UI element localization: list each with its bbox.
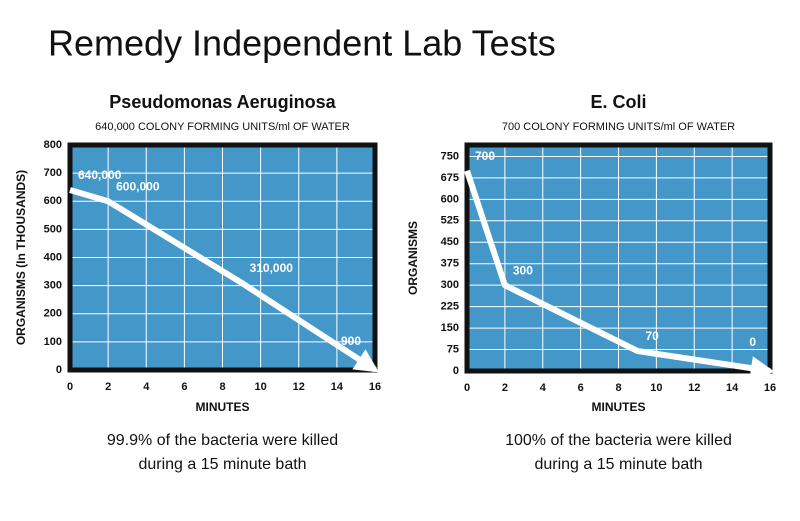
y-tick-label: 375 (441, 258, 459, 270)
y-axis-label: ORGANISMS (406, 221, 420, 295)
y-tick-label: 75 (447, 343, 459, 355)
y-tick-label: 200 (44, 308, 62, 320)
y-tick-label: 750 (441, 150, 459, 162)
y-tick-label: 300 (44, 280, 62, 292)
y-tick-label: 675 (441, 172, 459, 184)
chart-subtitle: 640,000 COLONY FORMING UNITS/ml OF WATER (95, 121, 350, 133)
x-tick-label: 8 (219, 381, 225, 393)
data-label: 900 (341, 334, 361, 348)
y-tick-label: 150 (441, 322, 459, 334)
y-tick-label: 225 (441, 301, 459, 313)
x-tick-label: 14 (331, 381, 344, 393)
y-tick-label: 600 (44, 195, 62, 207)
data-label: 640,000 (78, 168, 122, 182)
y-tick-label: 300 (441, 279, 459, 291)
x-tick-label: 2 (105, 381, 111, 393)
y-tick-label: 400 (44, 251, 62, 263)
y-tick-label: 700 (44, 167, 62, 179)
data-line (464, 169, 775, 380)
x-tick-label: 6 (578, 382, 584, 394)
x-axis-label: MINUTES (592, 400, 646, 414)
y-axis-label: ORGANISMS (In THOUSANDS) (14, 170, 28, 345)
data-label: 600,000 (116, 179, 160, 193)
x-tick-label: 4 (540, 382, 547, 394)
x-tick-label: 16 (764, 382, 776, 394)
slide-title: Remedy Independent Lab Tests (48, 23, 556, 64)
y-tick-label: 800 (44, 139, 62, 151)
x-tick-label: 8 (615, 382, 621, 394)
y-tick-label: 100 (44, 336, 62, 348)
y-tick-label: 525 (441, 215, 459, 227)
caption: during a 15 minute bath (138, 456, 306, 473)
x-tick-label: 12 (688, 382, 700, 394)
data-label: 70 (645, 329, 659, 343)
data-line (69, 187, 380, 373)
data-label: 700 (475, 149, 495, 163)
caption: 100% of the bacteria were killed (505, 432, 732, 449)
x-tick-label: 14 (726, 382, 739, 394)
caption: 99.9% of the bacteria were killed (107, 432, 338, 449)
chart-title: E. Coli (590, 92, 646, 112)
data-label: 300 (513, 263, 533, 277)
x-tick-label: 0 (464, 382, 470, 394)
x-tick-label: 6 (181, 381, 187, 393)
x-tick-label: 10 (650, 382, 662, 394)
y-tick-label: 500 (44, 223, 62, 235)
x-tick-label: 0 (67, 381, 73, 393)
chart-title: Pseudomonas Aeruginosa (109, 92, 336, 112)
x-tick-label: 2 (502, 382, 508, 394)
data-label: 310,000 (250, 261, 294, 275)
x-tick-label: 12 (293, 381, 305, 393)
y-tick-label: 450 (441, 236, 459, 248)
caption: during a 15 minute bath (534, 456, 702, 473)
y-tick-label: 0 (453, 365, 459, 377)
chart-subtitle: 700 COLONY FORMING UNITS/ml OF WATER (502, 121, 735, 133)
plot-border (67, 142, 378, 373)
plot-border (464, 142, 773, 374)
x-tick-label: 16 (369, 381, 381, 393)
data-label: 0 (749, 335, 756, 349)
x-tick-label: 4 (143, 381, 150, 393)
x-tick-label: 10 (255, 381, 267, 393)
y-tick-label: 600 (441, 193, 459, 205)
x-axis-label: MINUTES (196, 400, 250, 414)
y-tick-label: 0 (56, 364, 62, 376)
